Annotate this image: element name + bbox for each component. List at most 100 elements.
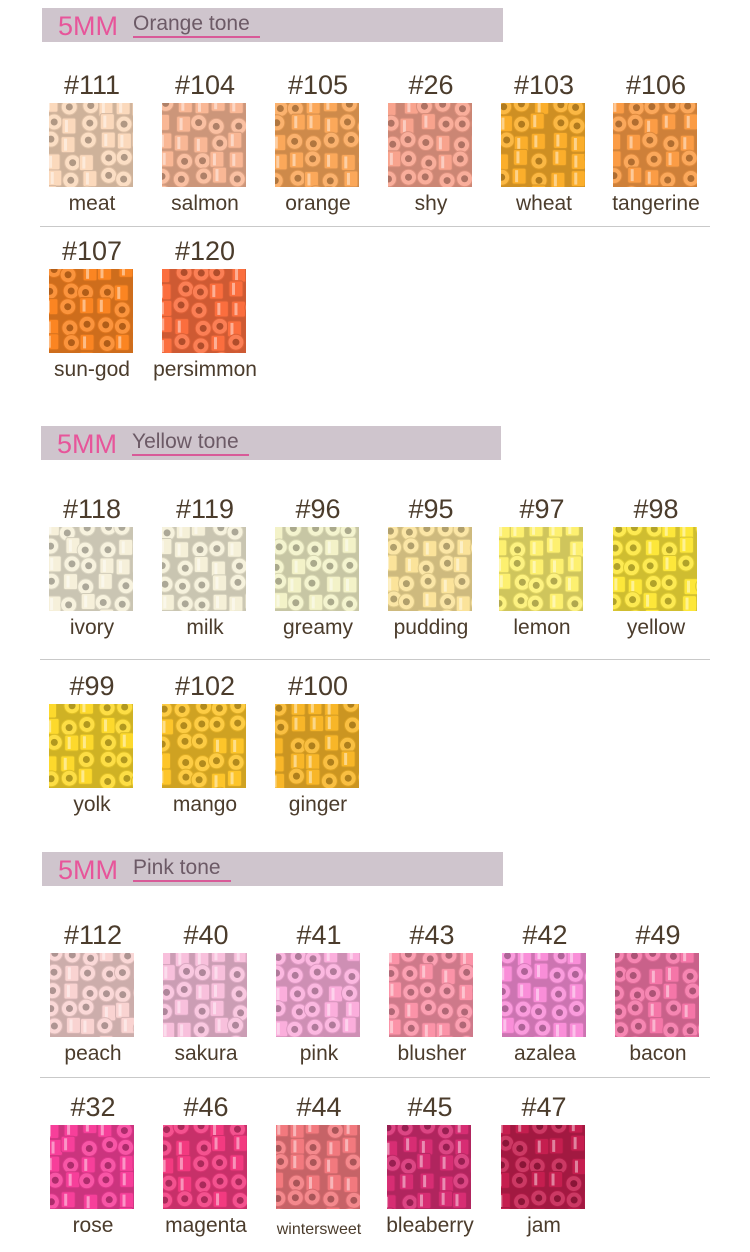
bead-pattern xyxy=(275,527,359,611)
bead-pattern xyxy=(387,1125,471,1209)
bead-pattern xyxy=(275,704,359,788)
bead-pattern xyxy=(162,103,246,187)
bead-name: azalea xyxy=(481,1042,609,1066)
bead-name: wintersweet xyxy=(255,1218,383,1242)
bead-swatch xyxy=(162,704,246,788)
bead-name: tangerine xyxy=(592,192,720,216)
bead-swatch xyxy=(50,1125,134,1209)
bead-name: persimmon xyxy=(141,358,269,382)
bead-swatch xyxy=(613,527,697,611)
bead-name: meat xyxy=(28,192,156,216)
row-divider xyxy=(40,1077,710,1078)
bead-pattern xyxy=(49,527,133,611)
bead-swatch xyxy=(49,527,133,611)
size-label: 5MM xyxy=(57,429,117,459)
bead-code: #96 xyxy=(262,494,374,524)
bead-swatch xyxy=(501,103,585,187)
bead-code: #95 xyxy=(375,494,487,524)
bead-name: shy xyxy=(367,192,495,216)
bead-swatch xyxy=(502,953,586,1037)
bead-swatch xyxy=(499,527,583,611)
bead-name: salmon xyxy=(141,192,269,216)
bead-code: #97 xyxy=(486,494,598,524)
bead-name: orange xyxy=(254,192,382,216)
bead-code: #119 xyxy=(149,494,261,524)
bead-code: #103 xyxy=(488,70,600,100)
bead-name: ginger xyxy=(254,793,382,817)
bead-pattern xyxy=(615,953,699,1037)
bead-swatch xyxy=(387,1125,471,1209)
bead-name: blusher xyxy=(368,1042,496,1066)
bead-swatch xyxy=(275,103,359,187)
bead-name: pink xyxy=(255,1042,383,1066)
bead-code: #32 xyxy=(37,1092,149,1122)
bead-code: #40 xyxy=(150,920,262,950)
bead-pattern xyxy=(49,269,133,353)
bead-code: #111 xyxy=(36,70,148,100)
bead-pattern xyxy=(275,103,359,187)
bead-name: magenta xyxy=(142,1214,270,1238)
bead-code: #49 xyxy=(602,920,714,950)
bead-name: rose xyxy=(29,1214,157,1238)
tone-title: Pink tone xyxy=(133,856,231,882)
bead-code: #42 xyxy=(489,920,601,950)
bead-code: #41 xyxy=(263,920,375,950)
bead-swatch xyxy=(276,953,360,1037)
bead-pattern xyxy=(388,103,472,187)
bead-pattern xyxy=(50,953,134,1037)
bead-pattern xyxy=(502,953,586,1037)
bead-code: #118 xyxy=(36,494,148,524)
bead-name: yolk xyxy=(28,793,156,817)
row-divider xyxy=(40,226,710,227)
bead-code: #100 xyxy=(262,671,374,701)
bead-swatch xyxy=(389,953,473,1037)
bead-swatch xyxy=(388,527,472,611)
bead-name: sun-god xyxy=(28,358,156,382)
bead-name: bacon xyxy=(594,1042,722,1066)
bead-pattern xyxy=(501,103,585,187)
bead-swatch xyxy=(615,953,699,1037)
bead-swatch xyxy=(49,704,133,788)
bead-swatch xyxy=(162,269,246,353)
tone-title: Yellow tone xyxy=(132,430,249,456)
bead-swatch xyxy=(163,1125,247,1209)
bead-pattern xyxy=(162,704,246,788)
bead-name: mango xyxy=(141,793,269,817)
bead-name: milk xyxy=(141,616,269,640)
bead-swatch xyxy=(501,1125,585,1209)
bead-pattern xyxy=(276,1125,360,1209)
bead-name: lemon xyxy=(478,616,606,640)
bead-swatch xyxy=(276,1125,360,1209)
bead-code: #99 xyxy=(36,671,148,701)
